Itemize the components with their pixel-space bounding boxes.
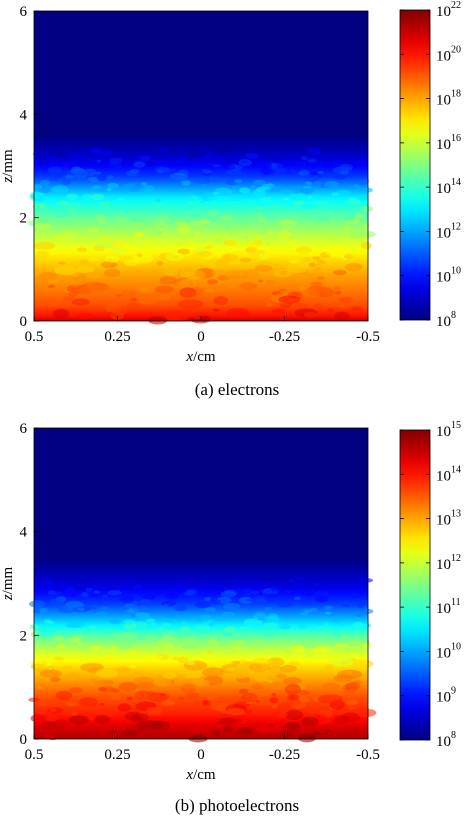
y-tick-label: 4	[20, 107, 28, 123]
x-tick-label: 0	[197, 329, 205, 345]
y-axis-title: z/mm	[0, 567, 16, 602]
x-tick-label: -0.5	[356, 747, 380, 763]
x-axis-title: x/cm	[185, 349, 215, 365]
y-tick-label: 6	[20, 4, 28, 20]
colorbar-tick-label: 1012	[436, 553, 461, 573]
chart-caption: (b) photoelectrons	[174, 796, 300, 815]
y-tick-label: 6	[20, 421, 28, 437]
chart-caption: (a) electrons	[194, 380, 280, 399]
x-axis-title: x/cm	[185, 767, 215, 783]
y-tick-label: 2	[20, 628, 28, 644]
y-tick-label: 0	[20, 314, 28, 330]
colorbar-tick-label: 1013	[436, 509, 461, 529]
x-tick-label: 0.25	[104, 747, 130, 763]
colorbar-tick-label: 108	[436, 730, 456, 750]
colorbar-tick-label: 1022	[436, 0, 461, 20]
y-tick-label: 2	[20, 211, 28, 227]
panel-electrons: 0.5 0.25 0 -0.25 -0.5 0 2 4 6 x/cm z/mm 108 1010 1012…	[0, 0, 474, 410]
x-tick-label: 0	[197, 747, 205, 763]
y-tick-label: 4	[20, 525, 28, 541]
colorbar	[399, 9, 431, 321]
y-tick-label: 0	[20, 732, 28, 748]
colorbar-tick-label: 1012	[436, 221, 461, 241]
density-speckles	[27, 147, 376, 325]
colorbar-tick-label: 1020	[436, 44, 461, 64]
density-speckles	[28, 575, 377, 743]
colorbar	[399, 429, 431, 741]
x-tick-label: -0.25	[269, 747, 300, 763]
colorbar-tick-label: 1016	[436, 133, 461, 153]
colorbar-tick-label: 1010	[436, 266, 461, 286]
colorbar-tick-label: 1015	[436, 420, 461, 440]
colorbar-tick-label: 1014	[436, 464, 461, 484]
x-tick-label: 0.5	[25, 329, 44, 345]
x-tick-label: 0.5	[25, 747, 44, 763]
colorbar-tick-label: 1018	[436, 89, 461, 109]
colorbar-tick-label: 108	[436, 310, 456, 330]
y-axis-title: z/mm	[0, 149, 16, 184]
heatmap-chart-electrons: 0.5 0.25 0 -0.25 -0.5 0 2 4 6 x/cm z/mm 108 1010 1012…	[0, 0, 461, 365]
colorbar-tick-label: 109	[436, 686, 456, 706]
heatmap-chart-photoelectrons: 0.5 0.25 0 -0.25 -0.5 0 2 4 6 x/cm z/mm 108 109 1010 1…	[0, 420, 461, 783]
x-tick-label: -0.25	[269, 329, 300, 345]
panel-photoelectrons: 0.5 0.25 0 -0.25 -0.5 0 2 4 6 x/cm z/mm 108 109 1010 1…	[0, 410, 474, 821]
x-tick-label: 0.25	[104, 329, 130, 345]
colorbar-tick-label: 1011	[436, 597, 461, 617]
x-tick-label: -0.5	[356, 329, 380, 345]
colorbar-tick-label: 1010	[436, 641, 461, 661]
colorbar-tick-label: 1014	[436, 177, 461, 197]
density-field	[34, 428, 368, 739]
